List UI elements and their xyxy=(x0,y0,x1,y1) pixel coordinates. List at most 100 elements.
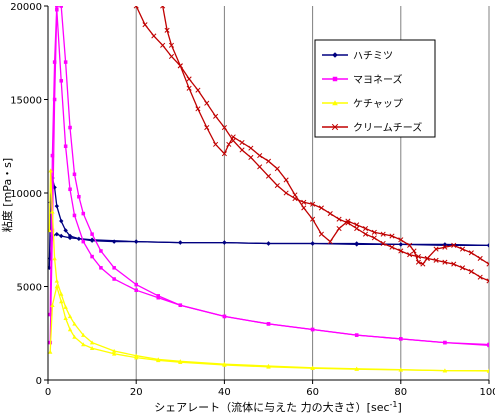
series-line-up xyxy=(48,177,489,268)
data-point xyxy=(72,321,77,326)
data-point xyxy=(81,211,86,216)
data-point xyxy=(63,304,68,309)
data-point xyxy=(310,366,315,370)
x-tick-label: 60 xyxy=(306,387,319,398)
data-point xyxy=(380,240,386,247)
data-point xyxy=(77,194,81,199)
data-point xyxy=(59,291,64,296)
data-point xyxy=(156,294,161,298)
data-point xyxy=(486,368,489,373)
data-point xyxy=(89,340,95,345)
data-point xyxy=(398,248,404,254)
data-point xyxy=(59,79,63,83)
data-point xyxy=(54,284,60,289)
series-2 xyxy=(48,6,489,348)
data-point xyxy=(407,252,413,258)
data-point xyxy=(54,203,60,209)
data-point xyxy=(48,265,52,270)
data-point xyxy=(411,248,417,254)
legend-marker xyxy=(332,52,338,58)
data-point xyxy=(257,164,263,170)
data-point xyxy=(486,243,489,248)
legend-label: ケチャップ xyxy=(353,98,403,110)
y-axis-label: 粘度 [mPa・s] xyxy=(0,158,14,232)
data-point xyxy=(487,343,489,348)
series-3 xyxy=(48,168,489,373)
data-point xyxy=(226,141,232,147)
data-point xyxy=(204,100,210,106)
data-point xyxy=(59,299,64,304)
data-point xyxy=(112,266,116,270)
data-point xyxy=(336,216,342,222)
legend-label: マヨネーズ xyxy=(353,73,403,86)
data-point xyxy=(186,76,192,82)
legend-entry: クリームチーズ xyxy=(322,121,422,134)
data-point xyxy=(221,151,227,157)
data-point xyxy=(67,314,73,319)
data-point xyxy=(54,231,60,237)
data-point xyxy=(178,303,183,307)
data-point xyxy=(59,233,64,239)
data-point xyxy=(81,239,86,244)
x-tick-label: 20 xyxy=(130,387,143,398)
data-point xyxy=(89,346,95,350)
data-point xyxy=(415,259,421,265)
data-point xyxy=(468,250,474,256)
data-point xyxy=(301,199,307,205)
data-point xyxy=(318,231,324,237)
data-point xyxy=(52,256,57,261)
data-point xyxy=(50,303,55,307)
data-point xyxy=(134,239,139,244)
data-point xyxy=(89,237,95,242)
legend-label: クリームチーズ xyxy=(353,121,422,134)
data-point xyxy=(389,244,395,250)
data-point xyxy=(221,124,227,131)
legend-entry: ハチミツ xyxy=(322,50,393,62)
data-point xyxy=(345,218,351,224)
data-point xyxy=(133,6,139,9)
data-point xyxy=(443,340,447,345)
data-point xyxy=(310,327,315,332)
data-point xyxy=(111,351,117,356)
data-point xyxy=(168,53,175,60)
x-axis-label: シェアレート（流体に与えた 力の大きさ）[sec-1] xyxy=(154,400,402,414)
data-point xyxy=(354,222,360,228)
series-layer xyxy=(48,6,489,373)
data-point xyxy=(292,192,298,198)
data-point xyxy=(50,153,55,158)
data-point xyxy=(81,332,86,337)
data-point xyxy=(310,241,315,246)
data-point xyxy=(442,368,448,373)
data-point xyxy=(442,244,448,250)
data-point xyxy=(354,241,359,246)
data-point xyxy=(336,225,342,232)
data-point xyxy=(424,255,430,262)
data-point xyxy=(59,218,64,224)
data-point xyxy=(239,147,245,153)
data-point xyxy=(239,139,245,146)
data-point xyxy=(327,239,333,245)
data-point xyxy=(354,333,359,337)
data-point xyxy=(55,6,59,8)
data-point xyxy=(63,228,68,233)
data-point xyxy=(248,154,254,161)
data-point xyxy=(195,106,201,112)
data-point xyxy=(398,237,404,243)
data-point xyxy=(399,337,403,341)
y-tick-label: 20000 xyxy=(10,2,42,13)
data-point xyxy=(420,261,426,267)
data-point xyxy=(274,166,280,172)
y-tick-label: 0 xyxy=(36,376,42,387)
x-tick-label: 0 xyxy=(45,387,51,398)
data-point xyxy=(156,295,161,300)
data-point xyxy=(160,6,166,9)
data-point xyxy=(407,242,413,248)
data-point xyxy=(48,228,52,233)
data-point xyxy=(459,246,466,252)
data-point xyxy=(204,124,210,131)
data-point xyxy=(371,235,377,241)
data-point xyxy=(486,261,489,267)
x-tick-label: 80 xyxy=(394,387,407,398)
data-point xyxy=(99,266,103,270)
data-point xyxy=(52,60,57,64)
